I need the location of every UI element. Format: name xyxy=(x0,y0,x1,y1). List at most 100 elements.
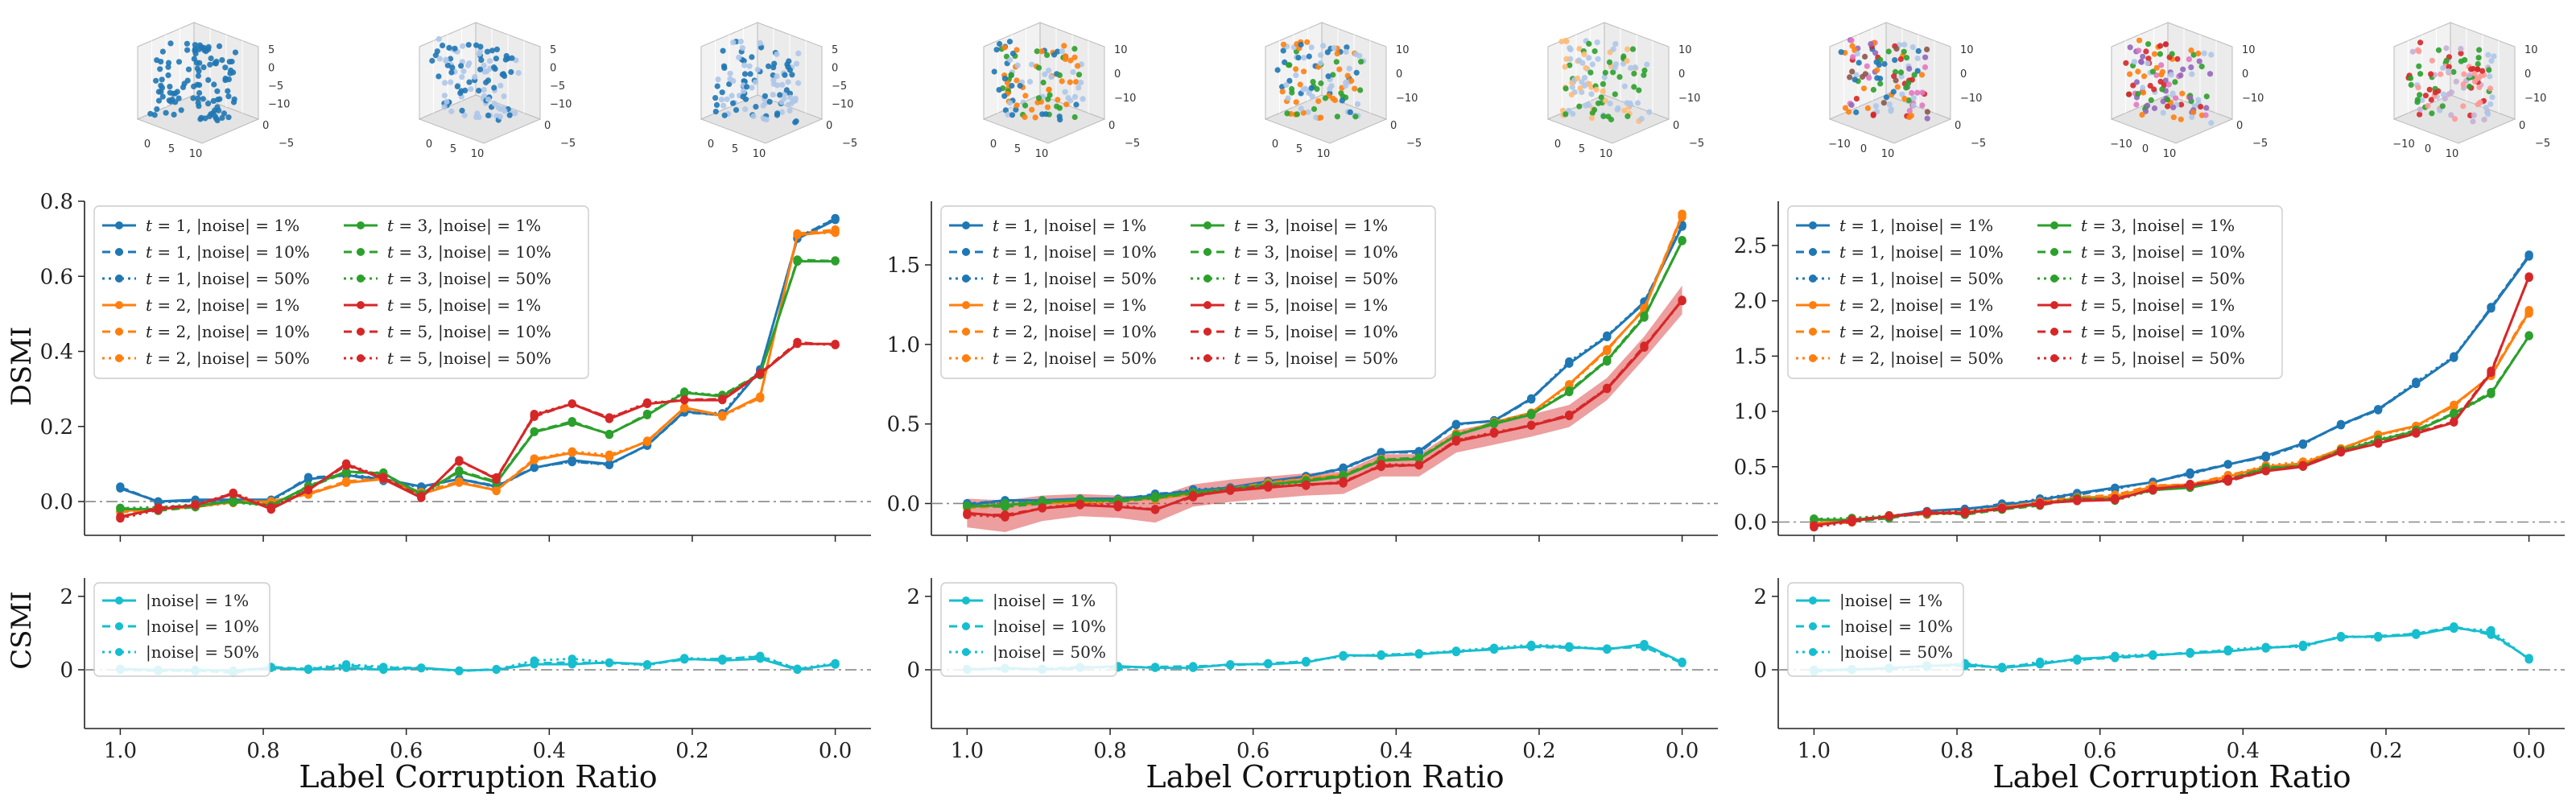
column-3-dsmi-legend-swatch-marker xyxy=(2050,221,2058,229)
inset-scatter-point xyxy=(2485,111,2491,117)
inset-scatter-point xyxy=(2186,56,2192,62)
inset-x-tick-label: 5 xyxy=(1579,143,1585,155)
inset-scatter-point xyxy=(1910,44,1916,50)
legend-t-value: 3 xyxy=(418,216,428,235)
inset-scatter-point xyxy=(1059,48,1065,54)
inset-scatter-point xyxy=(154,106,159,112)
inset-scatter-point xyxy=(468,86,473,92)
column-2-dsmi-legend-swatch-marker xyxy=(1203,248,1212,256)
column-3-csmi-point-noise-3 xyxy=(2524,655,2533,663)
inset-scatter-point xyxy=(497,83,503,89)
column-3-dsmi-point-t5-noise1 xyxy=(1885,512,1893,520)
legend-t-value: 5 xyxy=(2112,349,2122,368)
legend-t-value: 5 xyxy=(2112,322,2122,341)
inset-scatter-point xyxy=(225,93,231,99)
inset-scatter-point xyxy=(1063,89,1068,95)
inset-scatter-point xyxy=(721,64,727,69)
legend-noise-prefix: , |noise| = xyxy=(1033,269,1121,289)
column-3-csmi-legend-label: |noise| = 1% xyxy=(1839,591,1942,611)
inset-scatter-point xyxy=(1325,49,1331,55)
legend-t-value: 3 xyxy=(418,269,428,288)
column-3-csmi-point-noise-3 xyxy=(2450,625,2458,633)
legend-noise-value: 50% xyxy=(1967,269,2003,288)
column-2-csmi-point-noise-3 xyxy=(1226,660,1234,668)
inset-scatter-point xyxy=(1839,49,1844,55)
column-2-csmi-point-noise-3 xyxy=(1377,650,1385,658)
inset-scatter-point xyxy=(167,84,172,89)
inset-scatter-point xyxy=(1567,45,1572,51)
inset-scatter-point xyxy=(1922,64,1928,70)
inset-scatter-point xyxy=(478,57,484,63)
inset-scatter-point xyxy=(2139,112,2145,118)
column-3-dsmi-legend-label: t = 3, |noise| = 1% xyxy=(2081,216,2235,236)
column-2-csmi-point-noise-3 xyxy=(1527,641,1535,649)
inset-scatter-point xyxy=(1070,69,1075,75)
legend-t-value: 3 xyxy=(2112,269,2122,288)
inset-scatter-point xyxy=(1338,90,1344,96)
column-2-dsmi-legend-label: t = 3, |noise| = 10% xyxy=(1234,242,1398,262)
inset-scatter-point xyxy=(1036,95,1042,101)
column-1-csmi-legend: |noise| = 1%|noise| = 10%|noise| = 50% xyxy=(94,583,270,676)
inset-scatter-point xyxy=(158,83,163,89)
column-1-dsmi-legend-label: t = 3, |noise| = 50% xyxy=(387,269,551,289)
inset-scatter-point xyxy=(153,78,159,84)
column-1-dsmi-point-t5-noise1 xyxy=(605,415,613,423)
column-2-csmi-legend-label: |noise| = 10% xyxy=(993,617,1106,637)
inset-scatter-point xyxy=(713,109,719,114)
legend-t-value: 1 xyxy=(1870,216,1880,235)
column-1-dsmi-point-t3-noise1 xyxy=(643,411,651,419)
legend-noise-prefix: , |noise| = xyxy=(2121,322,2209,342)
inset-scatter-point xyxy=(2471,113,2477,118)
inset-scatter-point xyxy=(2133,101,2139,107)
inset-x-tick-label: −10 xyxy=(1828,138,1850,151)
inset-scatter-point xyxy=(2148,83,2153,89)
inset-scatter-point xyxy=(1586,55,1591,60)
column-2-csmi-panel: 021.0 0.8 0.6 0.4 0.2 0.0|noise| = 1%|noise| … xyxy=(906,578,1718,763)
column-1-dsmi-point-t3-noise1 xyxy=(568,419,576,427)
inset-scatter-point xyxy=(762,93,768,99)
inset-scatter-point xyxy=(1612,64,1618,70)
inset-y-tick-label: −5 xyxy=(279,138,294,150)
column-2-dsmi-point-t5-noise1 xyxy=(1565,412,1573,420)
inset-scatter-point xyxy=(1304,39,1310,45)
column-1-csmi-xtick-label: 1.0 xyxy=(104,739,137,763)
inset-3d-scatter-5: 100−100 5 100−5 xyxy=(1265,23,1422,160)
inset-scatter-point xyxy=(1328,83,1334,89)
inset-z-tick-label: 10 xyxy=(1678,44,1692,56)
inset-y-tick-label: 0 xyxy=(826,120,832,132)
column-1-dsmi-point-t5-noise1 xyxy=(267,505,275,513)
inset-scatter-point xyxy=(1039,48,1045,54)
inset-scatter-point xyxy=(1850,43,1856,49)
inset-scatter-point xyxy=(2446,91,2452,97)
inset-scatter-point xyxy=(1311,106,1317,112)
inset-scatter-point xyxy=(794,61,799,67)
inset-scatter-point xyxy=(2141,73,2147,79)
inset-scatter-point xyxy=(465,63,471,68)
inset-scatter-point xyxy=(1281,42,1286,47)
column-2-csmi-legend: |noise| = 1%|noise| = 10%|noise| = 50% xyxy=(941,583,1117,676)
legend-noise-value: 50% xyxy=(2209,349,2244,368)
inset-scatter-point xyxy=(994,47,1000,52)
inset-scatter-point xyxy=(2134,79,2140,85)
legend-t-value: 5 xyxy=(418,349,428,368)
column-1-dsmi-point-t5-noise1 xyxy=(756,369,764,378)
column-2-dsmi-point-t5-noise1 xyxy=(1603,385,1611,393)
column-2-dsmi-legend-swatch-marker xyxy=(962,354,970,362)
column-3-csmi-panel: 021.0 0.8 0.6 0.4 0.2 0.0|noise| = 1%|noise| … xyxy=(1753,578,2565,763)
inset-scatter-point xyxy=(1871,87,1876,93)
legend-t-eq: = xyxy=(999,242,1022,262)
inset-scatter-point xyxy=(196,103,201,109)
inset-scatter-point xyxy=(1352,86,1357,92)
inset-scatter-point xyxy=(1307,54,1312,60)
inset-scatter-point xyxy=(452,46,457,52)
inset-z-tick-label: −10 xyxy=(268,99,290,111)
inset-scatter-point xyxy=(176,59,182,64)
inset-scatter-point xyxy=(1042,72,1047,77)
inset-scatter-point xyxy=(2491,53,2496,59)
legend-t-value: 3 xyxy=(1265,216,1275,235)
inset-scatter-point xyxy=(1925,116,1930,122)
column-3-dsmi-legend-label: t = 3, |noise| = 50% xyxy=(2081,269,2245,289)
column-3-dsmi-point-t5-noise1 xyxy=(1961,509,1969,517)
inset-scatter-point xyxy=(2476,85,2482,90)
legend-noise-prefix: , |noise| = xyxy=(427,242,515,262)
